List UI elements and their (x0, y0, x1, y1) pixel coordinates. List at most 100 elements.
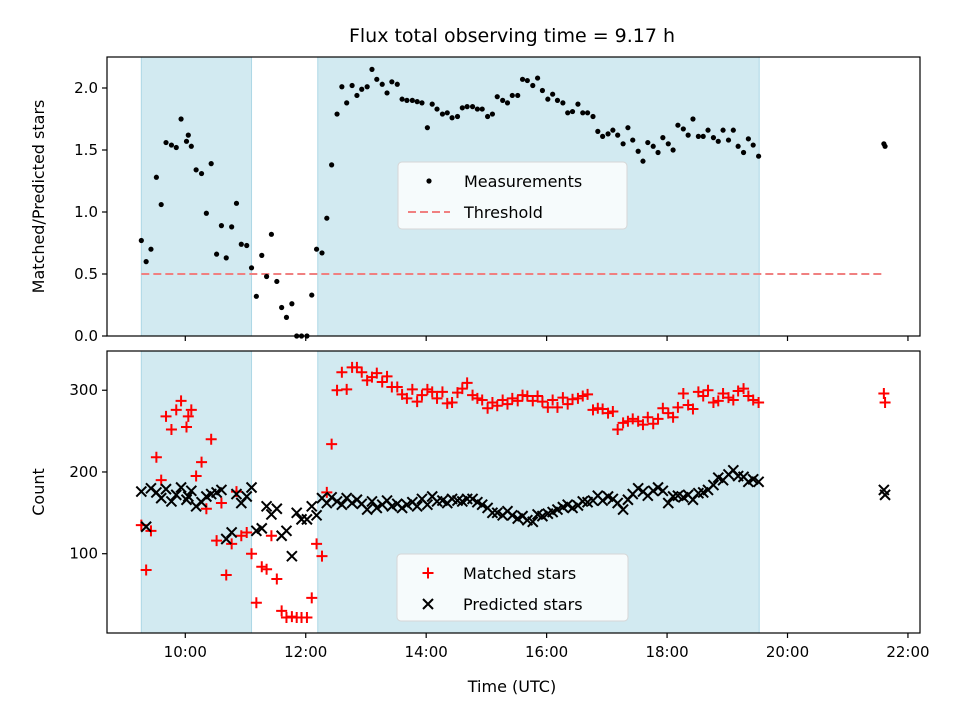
measurements-point (444, 110, 450, 116)
measurements-point (143, 259, 149, 265)
matched-stars-point (215, 497, 227, 509)
measurements-point (685, 132, 691, 138)
matched-stars-point (727, 394, 739, 406)
measurements-point (635, 148, 641, 154)
matched-stars-point (712, 395, 724, 407)
x-tick-label: 22:00 (886, 643, 929, 661)
matched-stars-point (150, 451, 162, 463)
predicted-stars-point (290, 507, 303, 519)
measurements-point (183, 138, 190, 144)
matched-stars-point (612, 423, 624, 435)
matched-stars-point (301, 611, 313, 623)
measurements-point (575, 101, 581, 107)
x-tick-label: 14:00 (405, 643, 448, 661)
legend-swatch (422, 567, 434, 579)
measurements-point (274, 278, 280, 285)
measurements-point (655, 149, 661, 156)
matched-stars-point (271, 573, 283, 585)
matched-stars-series (135, 361, 891, 623)
measurements-point (349, 82, 355, 89)
measurements-point (625, 125, 631, 131)
predicted-stars-point (652, 481, 664, 494)
chart-title: Flux total observing time = 9.17 h (349, 25, 675, 47)
measurements-point (279, 304, 285, 311)
predicted-stars-point (486, 507, 499, 519)
predicted-stars-point (185, 485, 198, 497)
matched-stars-point (381, 370, 393, 382)
predicted-stars-point (280, 525, 293, 537)
predicted-stars-point (331, 495, 343, 508)
legend-label: Threshold (463, 203, 543, 222)
matched-stars-point (622, 415, 634, 427)
predicted-stars-point (175, 481, 187, 494)
measurements-point (665, 141, 671, 147)
matched-stars-point (707, 396, 719, 408)
matched-stars-point (562, 398, 574, 410)
matched-stars-point (587, 404, 599, 416)
measurements-point (600, 133, 606, 139)
matched-stars-point (336, 366, 348, 378)
predicted-stars-point (180, 494, 193, 506)
measurements-point (745, 136, 751, 142)
measurements-point (489, 111, 496, 117)
matched-stars-point (241, 526, 253, 538)
matched-stars-point (551, 401, 563, 413)
matched-stars-point (170, 404, 182, 416)
predicted-stars-point (476, 498, 488, 511)
predicted-stars-point (271, 503, 283, 515)
predicted-stars-point (506, 509, 519, 522)
predicted-stars-point (306, 500, 318, 513)
measurements-point (554, 97, 561, 103)
measurements-point (178, 116, 184, 122)
measurements-point (223, 255, 229, 261)
matched-stars-point (431, 392, 443, 404)
matched-stars-point (476, 394, 488, 406)
measurements-point (379, 81, 385, 87)
measurements-point (185, 132, 191, 138)
measurements-point (364, 84, 370, 90)
measurements-point (193, 167, 199, 173)
counts-panel: 100 200 300 10:00 12:00 14:00 16:00 18:00 20:00 2… (29, 350, 930, 661)
matched-stars-point (326, 438, 338, 450)
matched-stars-point (416, 389, 428, 401)
matched-stars-point (436, 386, 448, 398)
predicted-stars-point (301, 513, 313, 526)
y-tick-label: 0.5 (74, 265, 98, 283)
measurements-point (449, 115, 455, 121)
measurements-point (670, 147, 676, 153)
predicted-stars-point (466, 493, 479, 505)
predicted-stars-point (657, 485, 669, 497)
measurements-point (384, 90, 390, 96)
predicted-stars-point (361, 503, 373, 516)
measurements-point (214, 251, 220, 257)
matched-stars-point (250, 597, 262, 609)
predicted-stars-point (140, 521, 152, 533)
matched-stars-point (617, 417, 629, 429)
measurements-point (464, 104, 470, 110)
predicted-stars-point (155, 492, 167, 504)
measurements-point (740, 149, 747, 156)
counts-y-axis-label: Count (29, 468, 48, 516)
measurements-point (650, 143, 656, 149)
predicted-stars-point (561, 498, 574, 511)
matched-stars-point (160, 410, 172, 422)
matched-stars-point (261, 563, 273, 575)
measurements-point (359, 86, 365, 92)
legend-swatch (426, 178, 432, 184)
matched-stars-point (542, 401, 554, 413)
matched-stars-point (265, 530, 277, 542)
matched-stars-point (406, 383, 418, 395)
predicted-stars-point (182, 490, 195, 503)
measurements-point (750, 142, 756, 148)
measurements-point (756, 153, 762, 159)
matched-stars-point (753, 396, 765, 408)
predicted-stars-series (135, 464, 891, 562)
predicted-stars-point (346, 497, 358, 509)
predicted-stars-point (241, 490, 253, 503)
matched-stars-point (602, 407, 614, 419)
predicted-stars-point (135, 485, 148, 498)
matched-stars-point (421, 383, 433, 395)
matched-stars-point (738, 383, 750, 395)
matched-stars-point (687, 403, 699, 415)
measurements-point (715, 138, 721, 144)
